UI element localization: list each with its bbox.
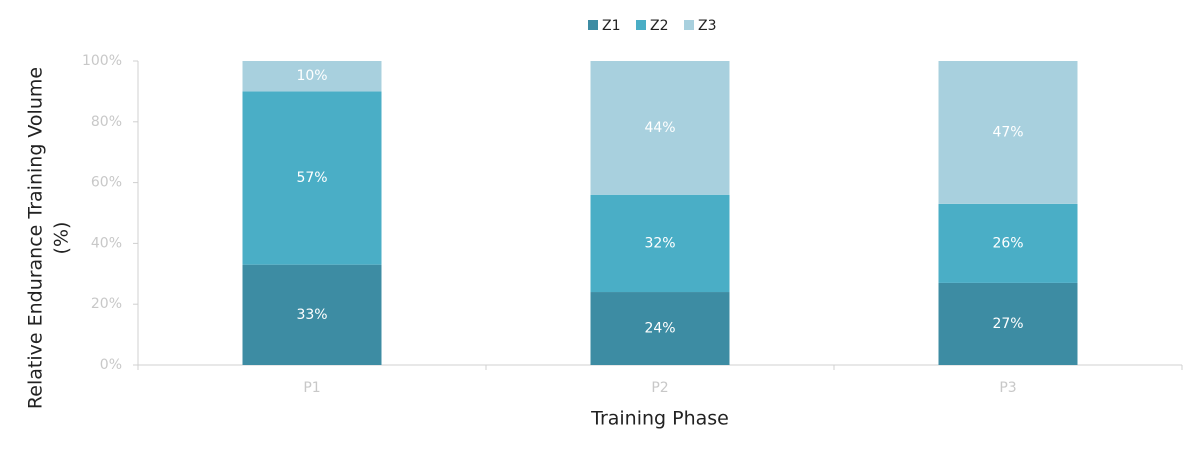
data-label: 57%: [296, 170, 327, 186]
bar-segment: [242, 91, 382, 265]
legend-swatch: [588, 20, 598, 30]
x-tick-label: P3: [999, 380, 1016, 396]
y-tick-label: 0%: [100, 357, 122, 373]
bar-segment: [242, 61, 382, 92]
data-label: 33%: [296, 307, 327, 323]
legend-swatch: [636, 20, 646, 30]
data-label: 32%: [644, 235, 675, 251]
data-label: 24%: [644, 321, 675, 337]
bar-segment: [590, 61, 730, 195]
y-axis-title: Relative Endurance Training Volume: [25, 67, 47, 409]
y-tick-label: 80%: [91, 114, 122, 130]
bar-segment: [938, 203, 1078, 283]
legend-label: Z3: [698, 18, 717, 34]
x-tick-label: P2: [651, 380, 668, 396]
data-label: 44%: [644, 120, 675, 136]
y-tick-label: 20%: [91, 296, 122, 312]
y-tick-label: 40%: [91, 235, 122, 251]
x-tick-label: P1: [303, 380, 320, 396]
y-axis-title: (%): [51, 222, 73, 255]
bar-segment: [242, 264, 382, 365]
bar-segment: [590, 292, 730, 365]
x-axis-title: Training Phase: [590, 408, 729, 430]
data-label: 27%: [992, 316, 1023, 332]
data-label: 47%: [992, 124, 1023, 140]
bar-segment: [938, 61, 1078, 204]
y-tick-label: 60%: [91, 175, 122, 191]
data-label: 26%: [992, 235, 1023, 251]
legend-label: Z2: [650, 18, 669, 34]
data-label: 10%: [296, 68, 327, 84]
bar-segment: [590, 194, 730, 293]
legend-label: Z1: [602, 18, 621, 34]
bar-segment: [938, 282, 1078, 365]
y-tick-label: 100%: [82, 53, 122, 69]
legend-swatch: [684, 20, 694, 30]
